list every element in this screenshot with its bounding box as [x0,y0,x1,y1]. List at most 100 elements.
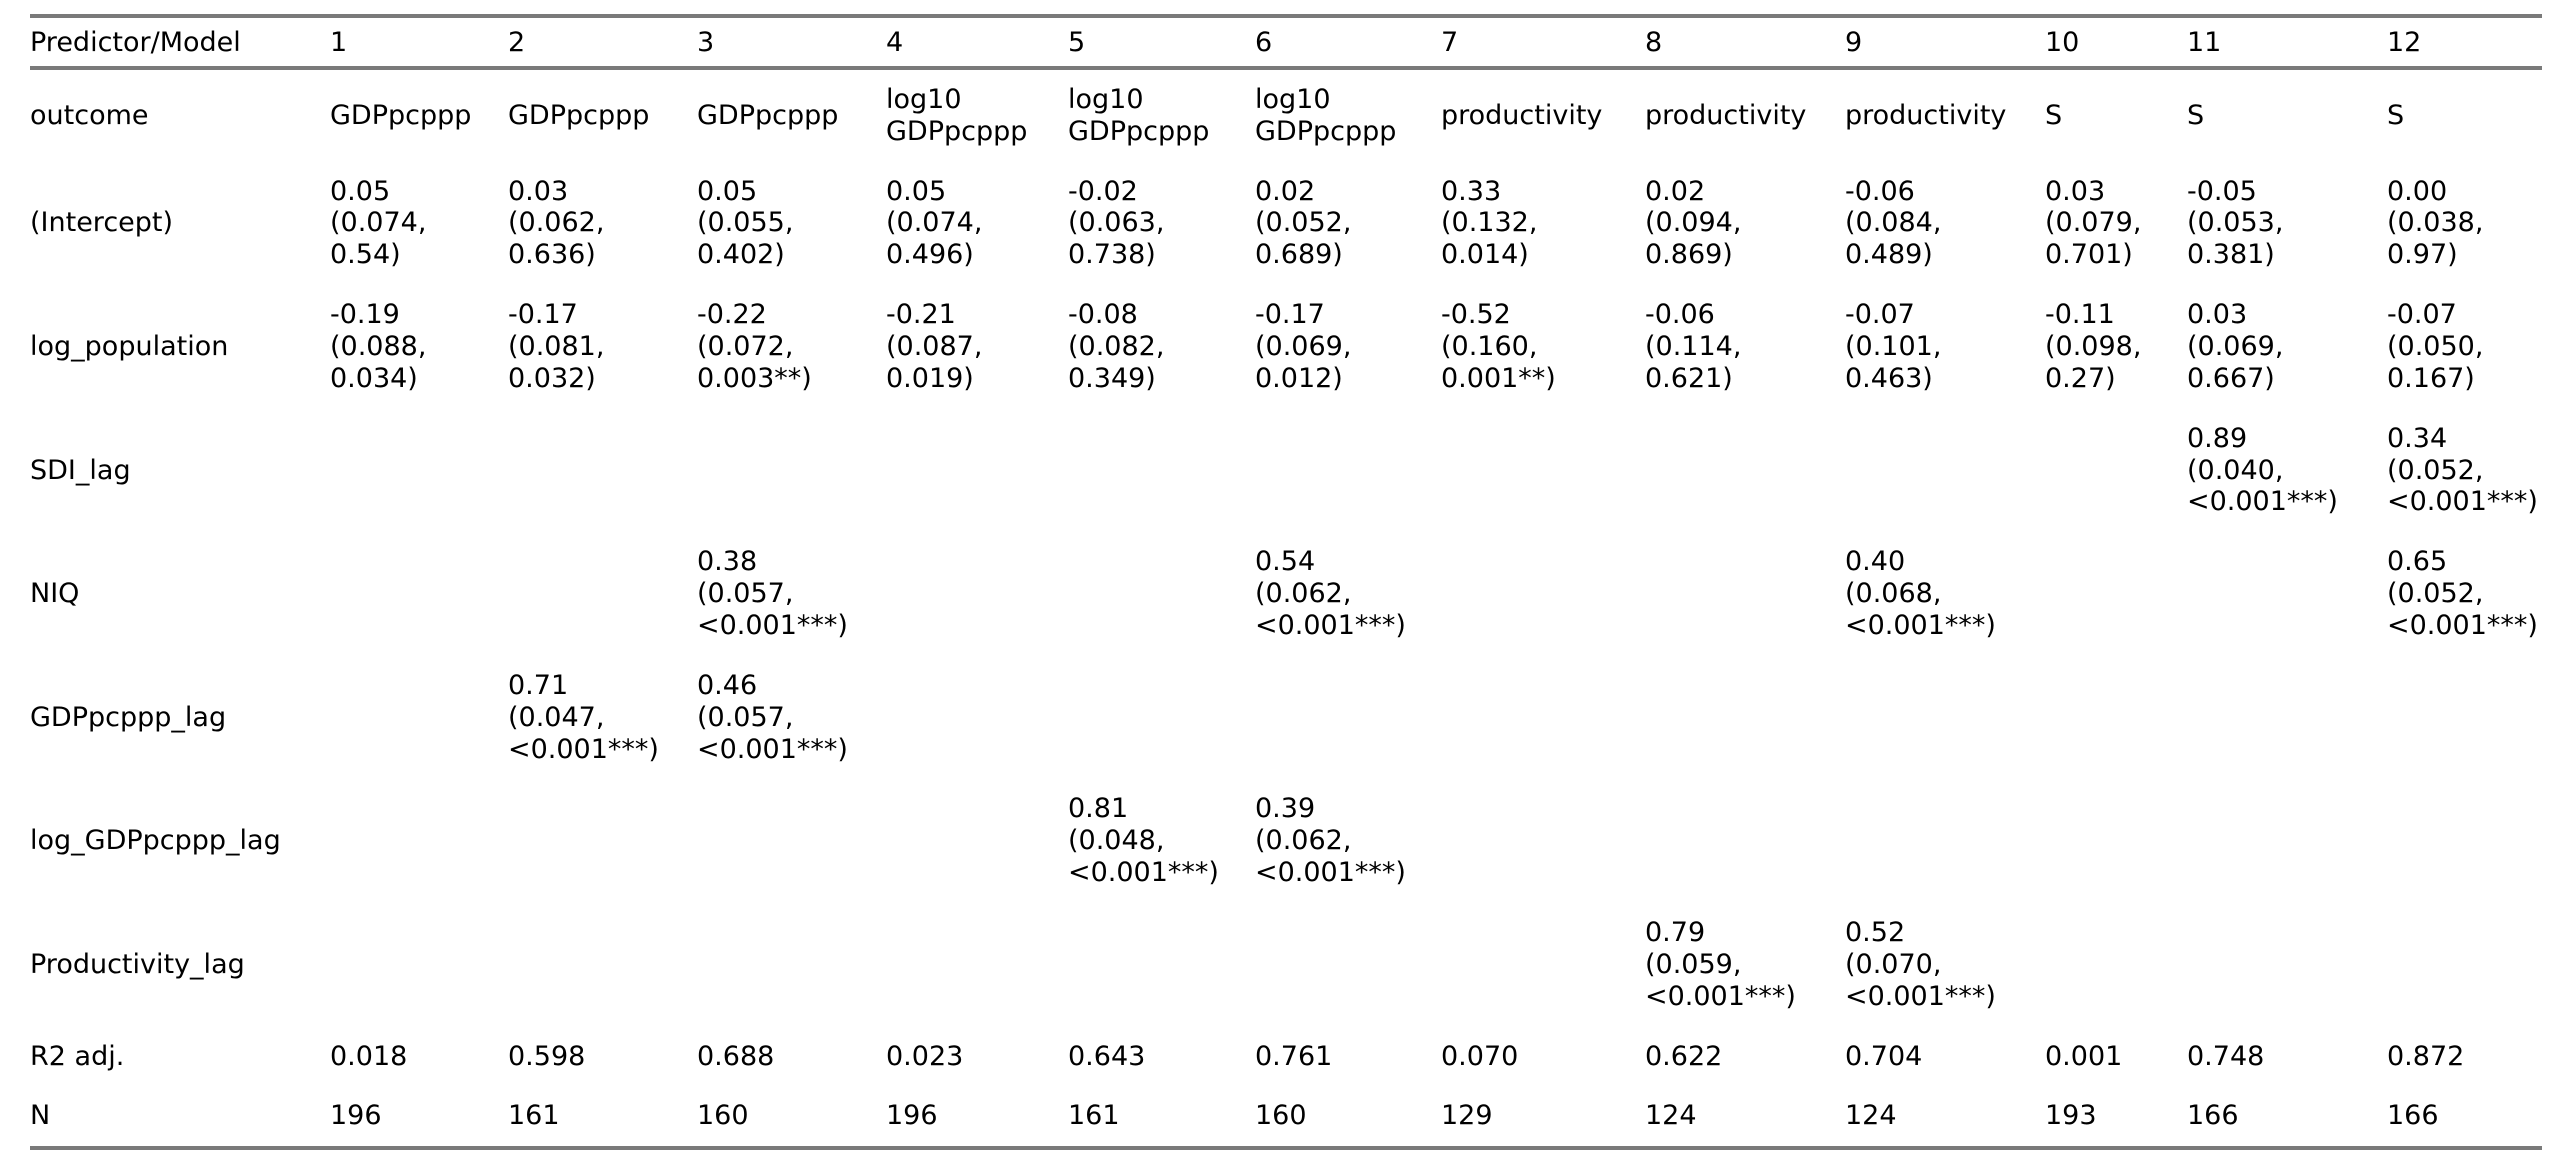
regression-results-table: Predictor/Model 1 2 3 4 5 6 7 8 9 10 11 12 outcome GD… [30,14,2542,1151]
cell-log-population-model-2: -0.17 (0.081, 0.032) [508,299,605,394]
cell-sdi-lag-model-4 [886,409,1068,533]
cell-intercept-model-6: 0.02 (0.052, 0.689) [1255,175,1352,271]
cell-niq-model-1 [330,532,508,656]
cell-productivity-lag-model-7 [1441,903,1645,1027]
cell-outcome-model-9: productivity [1845,99,2007,131]
cell-log-gdppcppp-lag-model-6: 0.39 (0.062, <0.001***) [1255,793,1406,889]
cell-productivity-lag-model-9: 0.52 (0.070, <0.001***) [1845,917,1996,1012]
cell-intercept-model-4: 0.05 (0.074, 0.496) [886,175,983,271]
cell-niq-model-6: 0.54 (0.062, <0.001***) [1255,546,1406,642]
cell-n-model-12: 166 [2387,1100,2439,1132]
cell-niq-model-2 [508,532,697,656]
table-row-sdi-lag: SDI_lag 0.89 (0.040, <0.001***) 0.34 (0.05… [30,409,2542,533]
cell-intercept-model-5: -0.02 (0.063, 0.738) [1068,175,1165,271]
header-model-9: 9 [1845,16,2045,70]
cell-log-population-model-6: -0.17 (0.069, 0.012) [1255,299,1352,394]
cell-gdppcppp-lag-model-11 [2187,656,2387,780]
table-row-log-population: log_population -0.19 (0.088, 0.034) -0.17 … [30,285,2542,409]
cell-n-model-5: 161 [1068,1100,1120,1132]
row-label-log-gdppcppp-lag: log_GDPpcppp_lag [30,825,281,857]
header-model-2: 2 [508,16,697,70]
cell-log-population-model-12: -0.07 (0.050, 0.167) [2387,299,2484,394]
cell-outcome-model-10: S [2045,99,2063,131]
cell-log-gdppcppp-lag-model-9 [1845,779,2045,903]
cell-log-population-model-8: -0.06 (0.114, 0.621) [1645,299,1742,394]
cell-intercept-model-2: 0.03 (0.062, 0.636) [508,175,605,271]
cell-intercept-model-11: -0.05 (0.053, 0.381) [2187,175,2284,271]
cell-niq-model-8 [1645,532,1845,656]
cell-n-model-6: 160 [1255,1100,1307,1132]
cell-sdi-lag-model-8 [1645,409,1845,533]
cell-outcome-model-6: log10 GDPpcppp [1255,83,1397,147]
cell-niq-model-12: 0.65 (0.052, <0.001***) [2387,546,2538,642]
cell-log-population-model-1: -0.19 (0.088, 0.034) [330,299,427,394]
cell-n-model-1: 196 [330,1100,382,1132]
cell-niq-model-5 [1068,532,1255,656]
table-row-gdppcppp-lag: GDPpcppp_lag 0.71 (0.047, <0.001***) 0.46 … [30,656,2542,780]
table-row-n: N 196 161 160 196 161 160 129 124 124 193 166 166 [30,1086,2542,1148]
cell-log-gdppcppp-lag-model-10 [2045,779,2187,903]
cell-r2-adj-model-8: 0.622 [1645,1040,1723,1072]
cell-productivity-lag-model-12 [2387,903,2542,1027]
cell-gdppcppp-lag-model-7 [1441,656,1645,780]
cell-gdppcppp-lag-model-10 [2045,656,2187,780]
cell-sdi-lag-model-9 [1845,409,2045,533]
cell-sdi-lag-model-10 [2045,409,2187,533]
cell-sdi-lag-model-6 [1255,409,1441,533]
cell-productivity-lag-model-8: 0.79 (0.059, <0.001***) [1645,917,1796,1012]
cell-gdppcppp-lag-model-1 [330,656,508,780]
cell-productivity-lag-model-11 [2187,903,2387,1027]
header-model-5: 5 [1068,16,1255,70]
cell-gdppcppp-lag-model-4 [886,656,1068,780]
header-model-10: 10 [2045,16,2187,70]
cell-r2-adj-model-5: 0.643 [1068,1040,1146,1072]
cell-log-population-model-11: 0.03 (0.069, 0.667) [2187,299,2284,394]
cell-sdi-lag-model-3 [697,409,886,533]
table-body: outcome GDPpcppp GDPpcppp GDPpcppp log10 GDP… [30,68,2542,1148]
table-row-outcome: outcome GDPpcppp GDPpcppp GDPpcppp log10 GDP… [30,68,2542,162]
cell-gdppcppp-lag-model-3: 0.46 (0.057, <0.001***) [697,669,848,765]
cell-log-gdppcppp-lag-model-2 [508,779,697,903]
row-label-sdi-lag: SDI_lag [30,454,131,486]
cell-sdi-lag-model-1 [330,409,508,533]
cell-outcome-model-11: S [2187,99,2205,131]
cell-productivity-lag-model-3 [697,903,886,1027]
cell-productivity-lag-model-6 [1255,903,1441,1027]
row-label-n: N [30,1100,51,1132]
cell-log-gdppcppp-lag-model-11 [2187,779,2387,903]
cell-log-population-model-4: -0.21 (0.087, 0.019) [886,299,983,394]
table-row-productivity-lag: Productivity_lag 0.79 (0.059, <0.001***) 0… [30,903,2542,1027]
cell-sdi-lag-model-2 [508,409,697,533]
cell-log-gdppcppp-lag-model-12 [2387,779,2542,903]
row-label-log-population: log_population [30,331,229,363]
table-row-r2-adj: R2 adj. 0.018 0.598 0.688 0.023 0.643 0.761 0.0… [30,1027,2542,1087]
cell-log-gdppcppp-lag-model-5: 0.81 (0.048, <0.001***) [1068,793,1219,889]
cell-n-model-7: 129 [1441,1100,1493,1132]
cell-gdppcppp-lag-model-8 [1645,656,1845,780]
cell-outcome-model-4: log10 GDPpcppp [886,83,1028,147]
cell-outcome-model-1: GDPpcppp [330,99,472,131]
cell-r2-adj-model-1: 0.018 [330,1040,408,1072]
cell-log-gdppcppp-lag-model-8 [1645,779,1845,903]
cell-r2-adj-model-6: 0.761 [1255,1040,1333,1072]
cell-outcome-model-8: productivity [1645,99,1807,131]
header-model-12: 12 [2387,16,2542,70]
cell-log-population-model-9: -0.07 (0.101, 0.463) [1845,299,1942,394]
cell-sdi-lag-model-11: 0.89 (0.040, <0.001***) [2187,422,2338,518]
cell-log-gdppcppp-lag-model-3 [697,779,886,903]
cell-outcome-model-7: productivity [1441,99,1603,131]
cell-gdppcppp-lag-model-2: 0.71 (0.047, <0.001***) [508,669,659,765]
cell-niq-model-9: 0.40 (0.068, <0.001***) [1845,546,1996,642]
cell-gdppcppp-lag-model-6 [1255,656,1441,780]
cell-niq-model-3: 0.38 (0.057, <0.001***) [697,546,848,642]
cell-log-population-model-5: -0.08 (0.082, 0.349) [1068,299,1165,394]
cell-log-gdppcppp-lag-model-1 [330,779,508,903]
cell-r2-adj-model-11: 0.748 [2187,1040,2265,1072]
row-label-niq: NIQ [30,578,80,610]
cell-outcome-model-3: GDPpcppp [697,99,839,131]
cell-gdppcppp-lag-model-9 [1845,656,2045,780]
header-predictor-model: Predictor/Model [30,16,330,70]
cell-n-model-10: 193 [2045,1100,2097,1132]
cell-productivity-lag-model-1 [330,903,508,1027]
table-row-log-gdppcppp-lag: log_GDPpcppp_lag 0.81 (0.048, <0.001***) 0… [30,779,2542,903]
